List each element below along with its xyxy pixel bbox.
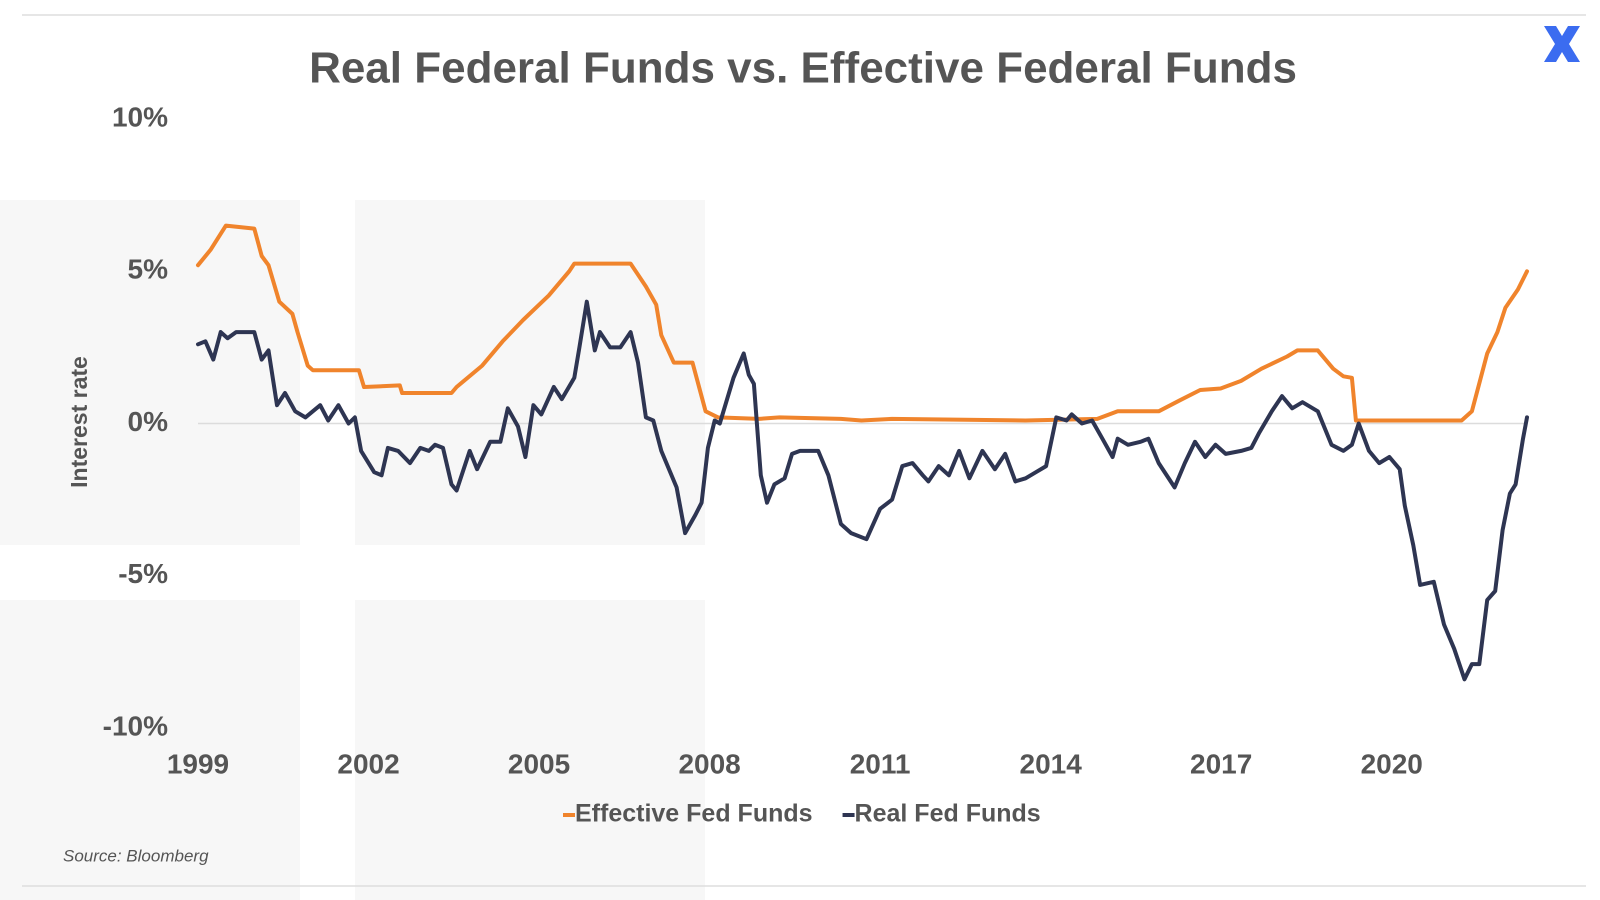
x-tick-label: 2014 — [1020, 748, 1083, 779]
legend-label: Real Fed Funds — [855, 800, 1041, 828]
chart-title: Real Federal Funds vs. Effective Federal… — [309, 44, 1297, 93]
y-tick-label: 0% — [128, 406, 169, 437]
y-tick-label: 5% — [128, 254, 169, 285]
x-tick-label: 2005 — [508, 748, 570, 779]
series-line — [196, 299, 1529, 682]
logo — [1544, 26, 1580, 62]
x-tick-label: 2017 — [1190, 748, 1252, 779]
y-tick-label: -10% — [103, 710, 168, 741]
y-axis-label: Interest rate — [66, 356, 92, 488]
source-note: Source: Bloomberg — [63, 846, 209, 865]
x-tick-label: 2008 — [678, 748, 740, 779]
x-tick-label: 2002 — [337, 748, 399, 779]
legend-label: Effective Fed Funds — [575, 800, 813, 828]
x-tick-label: 1999 — [167, 748, 229, 779]
y-tick-label: -5% — [118, 558, 168, 589]
x-tick-label: 2020 — [1361, 748, 1423, 779]
y-tick-label: 10% — [112, 101, 168, 132]
series-line — [196, 223, 1529, 423]
watermark — [0, 200, 705, 900]
x-tick-label: 2011 — [850, 748, 911, 779]
